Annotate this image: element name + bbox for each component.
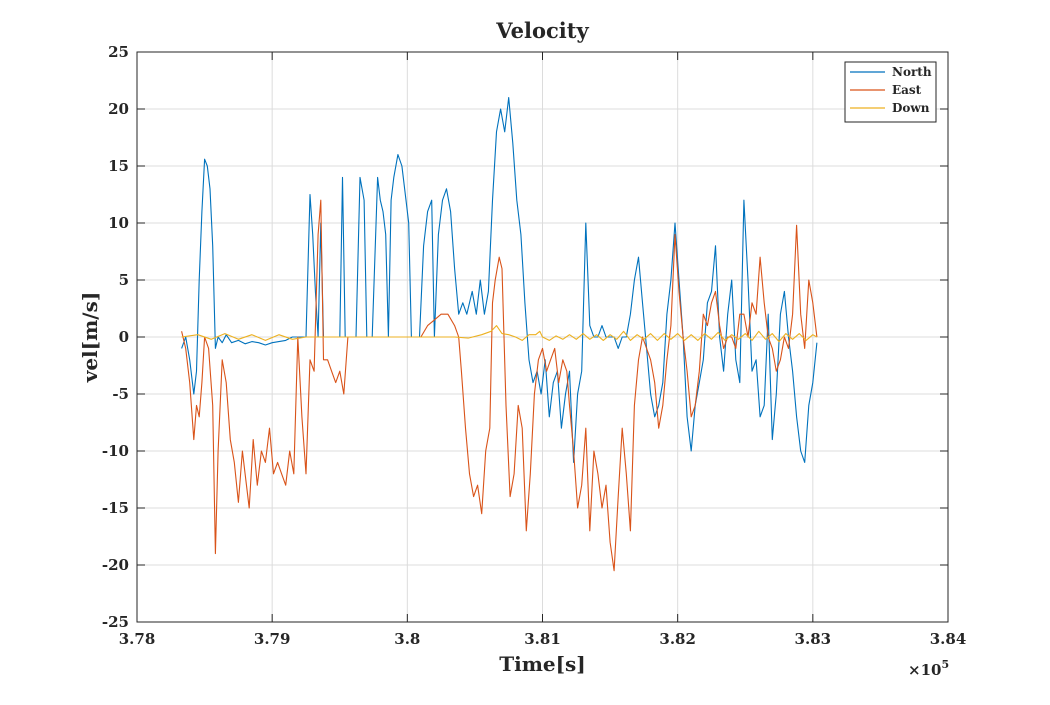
x-axis-multiplier: ×105 bbox=[908, 658, 949, 679]
y-tick-label: -10 bbox=[102, 442, 129, 460]
ticks: 3.78 3.79 3.8 3.81 3.82 3.83 3.84 25 20 15 10 5 0 -5 -… bbox=[102, 43, 966, 648]
y-tick-label: 0 bbox=[119, 328, 129, 346]
y-axis-title: vel[m/s] bbox=[78, 292, 102, 384]
x-tick-label: 3.79 bbox=[254, 630, 291, 648]
x-tick-label: 3.8 bbox=[394, 630, 420, 648]
x-tick-label: 3.78 bbox=[119, 630, 156, 648]
y-tick-label: 5 bbox=[119, 271, 129, 289]
x-tick-label: 3.83 bbox=[795, 630, 832, 648]
x-axis-multiplier-exponent: 5 bbox=[941, 658, 949, 671]
series-line-down bbox=[181, 325, 818, 343]
legend-label-east: East bbox=[892, 83, 922, 97]
x-tick-label: 3.82 bbox=[659, 630, 696, 648]
chart-title: Velocity bbox=[495, 18, 589, 43]
y-tick-label: -15 bbox=[102, 499, 129, 517]
legend-label-down: Down bbox=[892, 101, 930, 115]
y-tick-label: -5 bbox=[112, 385, 129, 403]
y-tick-label: 10 bbox=[108, 214, 129, 232]
x-axis-title: Time[s] bbox=[499, 652, 586, 676]
x-tick-label: 3.81 bbox=[524, 630, 561, 648]
y-tick-label: 20 bbox=[108, 100, 129, 118]
legend[interactable]: North East Down bbox=[844, 61, 937, 123]
y-tick-label: -20 bbox=[102, 556, 129, 574]
y-tick-label: 25 bbox=[108, 43, 129, 61]
series-line-east bbox=[181, 199, 818, 572]
y-tick-label: 15 bbox=[108, 157, 129, 175]
y-tick-label: -25 bbox=[102, 613, 129, 631]
series-layer bbox=[181, 97, 818, 572]
x-axis-multiplier-base: ×10 bbox=[908, 661, 941, 679]
x-tick-label: 3.84 bbox=[930, 630, 967, 648]
legend-label-north: North bbox=[892, 65, 932, 79]
